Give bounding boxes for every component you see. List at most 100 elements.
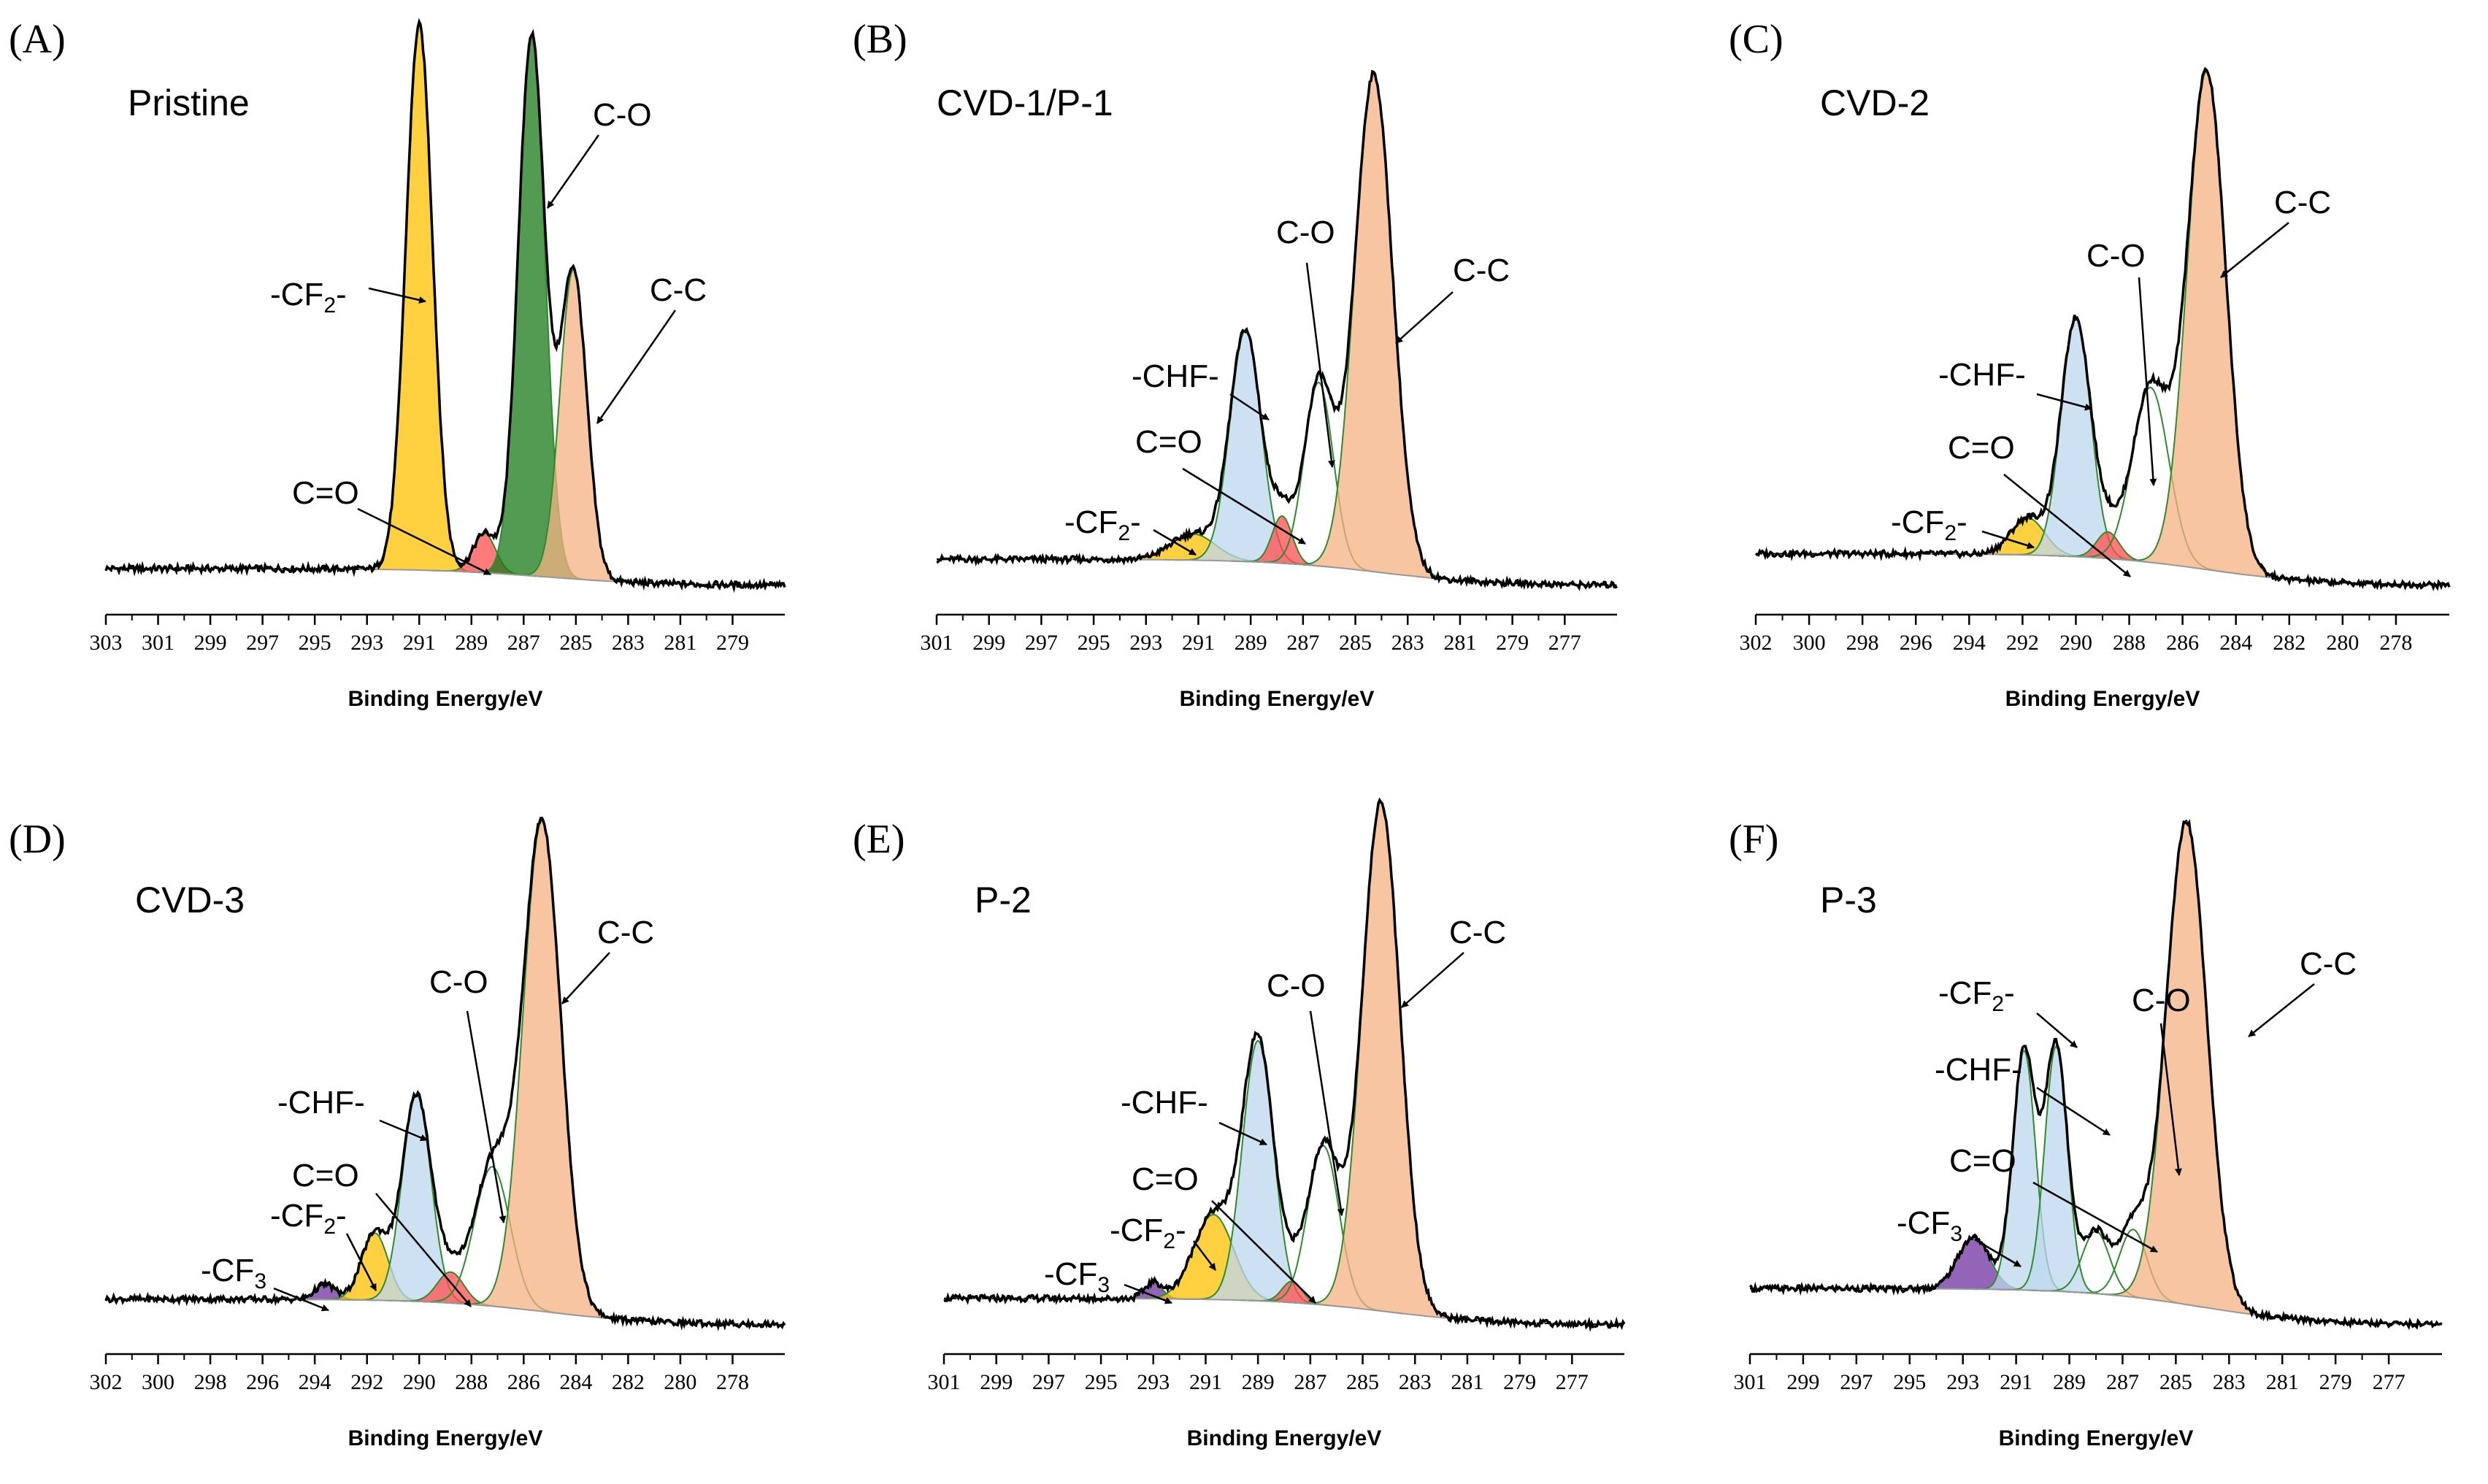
x-tick-label: 287 <box>1294 1370 1326 1394</box>
sample-label: CVD-1/P-1 <box>937 82 1113 123</box>
annotation-arrow <box>1309 1010 1345 1216</box>
component-fill-cf2 <box>306 1233 444 1303</box>
component-fill-cc <box>504 269 642 583</box>
x-tick-label: 297 <box>1032 1370 1065 1394</box>
spectrum-line <box>1748 818 2443 1331</box>
annotation-arrow <box>379 1119 428 1142</box>
x-tick-label: 277 <box>1556 1370 1589 1394</box>
x-tick-label: 287 <box>2106 1370 2139 1394</box>
annotation-arrow <box>1153 528 1197 556</box>
x-tick-label: 290 <box>403 1370 436 1394</box>
x-axis-title: Binding Energy/eV <box>2005 687 2200 711</box>
x-tick-label: 292 <box>2006 631 2039 655</box>
annotation-arrow <box>1229 393 1270 421</box>
x-axis-title: Binding Energy/eV <box>1180 687 1375 711</box>
x-tick-label: 287 <box>507 631 540 655</box>
sample-label: P-2 <box>975 880 1032 920</box>
component-fill-co <box>381 1272 520 1310</box>
annotation-label: -CHF- <box>277 1085 365 1120</box>
panel-letter: (B) <box>853 17 907 62</box>
x-tick-label: 295 <box>1085 1370 1118 1394</box>
panel-e: (E) P-2 301 299 297 295 293 291 289 287 285 283 281 2… <box>853 797 1626 1450</box>
x-tick-label: 283 <box>1399 1370 1432 1394</box>
component-fill-co <box>462 36 601 581</box>
x-tick-label: 277 <box>1548 631 1581 655</box>
x-tick-label: 296 <box>246 1370 279 1394</box>
x-tick-label: 293 <box>1137 1370 1170 1394</box>
annotation-arrow <box>2003 474 2131 577</box>
annotation-arrow <box>561 952 610 1004</box>
annotation-arrow <box>368 287 426 304</box>
x-tick-label: 278 <box>716 1370 749 1394</box>
annotation-label: -CF2- <box>1110 1212 1186 1253</box>
x-tick-label: 299 <box>1786 1370 1819 1394</box>
annotation-label: C-O <box>2086 238 2146 274</box>
x-tick-label: 277 <box>2373 1370 2406 1394</box>
x-tick-label: 298 <box>194 1370 227 1394</box>
x-tick-label: 289 <box>455 631 488 655</box>
x-tick-label: 286 <box>2166 631 2199 655</box>
panel-b: (B) CVD-1/P-1 301 299 297 295 293 291 289 287 285 2… <box>853 17 1619 711</box>
component-fill-cc <box>1275 74 1472 582</box>
x-tick-label: 291 <box>2000 1370 2032 1394</box>
annotation-label: -CF2- <box>270 277 347 318</box>
panel-letter: (E) <box>853 817 905 862</box>
x-tick-label: 282 <box>2273 631 2305 655</box>
panel-letter: (F) <box>1729 817 1778 862</box>
component-fill-cf3 <box>1892 1237 2056 1291</box>
component-fill-chf <box>1997 1046 2115 1296</box>
x-tick-label: 296 <box>1900 631 1932 655</box>
annotation-arrow <box>375 1193 472 1307</box>
component-fill-cc <box>2106 71 2307 581</box>
sample-label: P-3 <box>1820 880 1877 920</box>
annotation-arrow <box>273 1287 329 1312</box>
x-tick-label: 293 <box>350 631 383 655</box>
x-tick-label: 285 <box>1339 631 1372 655</box>
annotation-arrow <box>2138 277 2157 486</box>
panel-letter: (A) <box>9 17 66 62</box>
annotation-label: C=O <box>1132 1161 1199 1197</box>
annotation-arrow <box>2036 393 2092 411</box>
x-tick-label: 279 <box>1503 1370 1536 1394</box>
annotation-label: C-C <box>597 915 654 950</box>
component-fill-cf2 <box>1940 518 2116 559</box>
component-fill-cc <box>444 820 640 1321</box>
annotation-arrow <box>2036 1086 2111 1137</box>
annotation-arrow <box>2036 1012 2078 1048</box>
annotation-label: -CF3 <box>201 1253 266 1293</box>
annotation-label: -CF2- <box>1064 504 1141 545</box>
component-fill-chf <box>1164 331 1326 567</box>
component-fill-cc <box>1283 801 1479 1321</box>
sample-label: CVD-2 <box>1820 82 1930 123</box>
component-fill-chf <box>342 1095 491 1307</box>
annotation-label: C=O <box>1949 1143 2016 1179</box>
x-tick-label: 279 <box>716 631 749 655</box>
x-axis-title: Binding Energy/eV <box>348 687 543 711</box>
x-tick-label: 299 <box>980 1370 1013 1394</box>
x-tick-label: 279 <box>1496 631 1529 655</box>
x-tick-label: 289 <box>1235 631 1267 655</box>
panel-f: (F) P-3 301 299 297 295 293 291 289 287 285 283 281 2… <box>1729 817 2443 1450</box>
x-tick-label: 280 <box>664 1370 696 1394</box>
spectrum-line <box>1754 66 2451 591</box>
annotation-arrow <box>1401 952 1464 1008</box>
x-tick-label: 289 <box>2053 1370 2086 1394</box>
x-tick-label: 297 <box>1840 1370 1873 1394</box>
panel-d: (D) CVD-3 302 300 298 296 294 292 290 288 286 284 28… <box>9 816 786 1450</box>
x-tick-label: 302 <box>90 1370 123 1394</box>
component-fill-cf3 <box>1107 1283 1199 1299</box>
annotation-label: -CHF- <box>1132 358 1219 394</box>
annotation-label: C-O <box>1267 968 1326 1004</box>
annotation-arrow <box>466 1010 507 1223</box>
x-tick-label: 294 <box>299 1370 331 1394</box>
x-tick-label: 295 <box>1078 631 1110 655</box>
x-tick-label: 285 <box>559 631 592 655</box>
sample-label: CVD-3 <box>135 880 245 920</box>
x-tick-label: 301 <box>928 1370 961 1394</box>
component-fill-chf <box>1177 1040 1339 1307</box>
annotation-arrow <box>1124 1283 1172 1304</box>
x-tick-label: 284 <box>559 1370 592 1394</box>
annotation-label: -CF2- <box>270 1198 347 1239</box>
x-tick-label: 284 <box>2219 631 2252 655</box>
